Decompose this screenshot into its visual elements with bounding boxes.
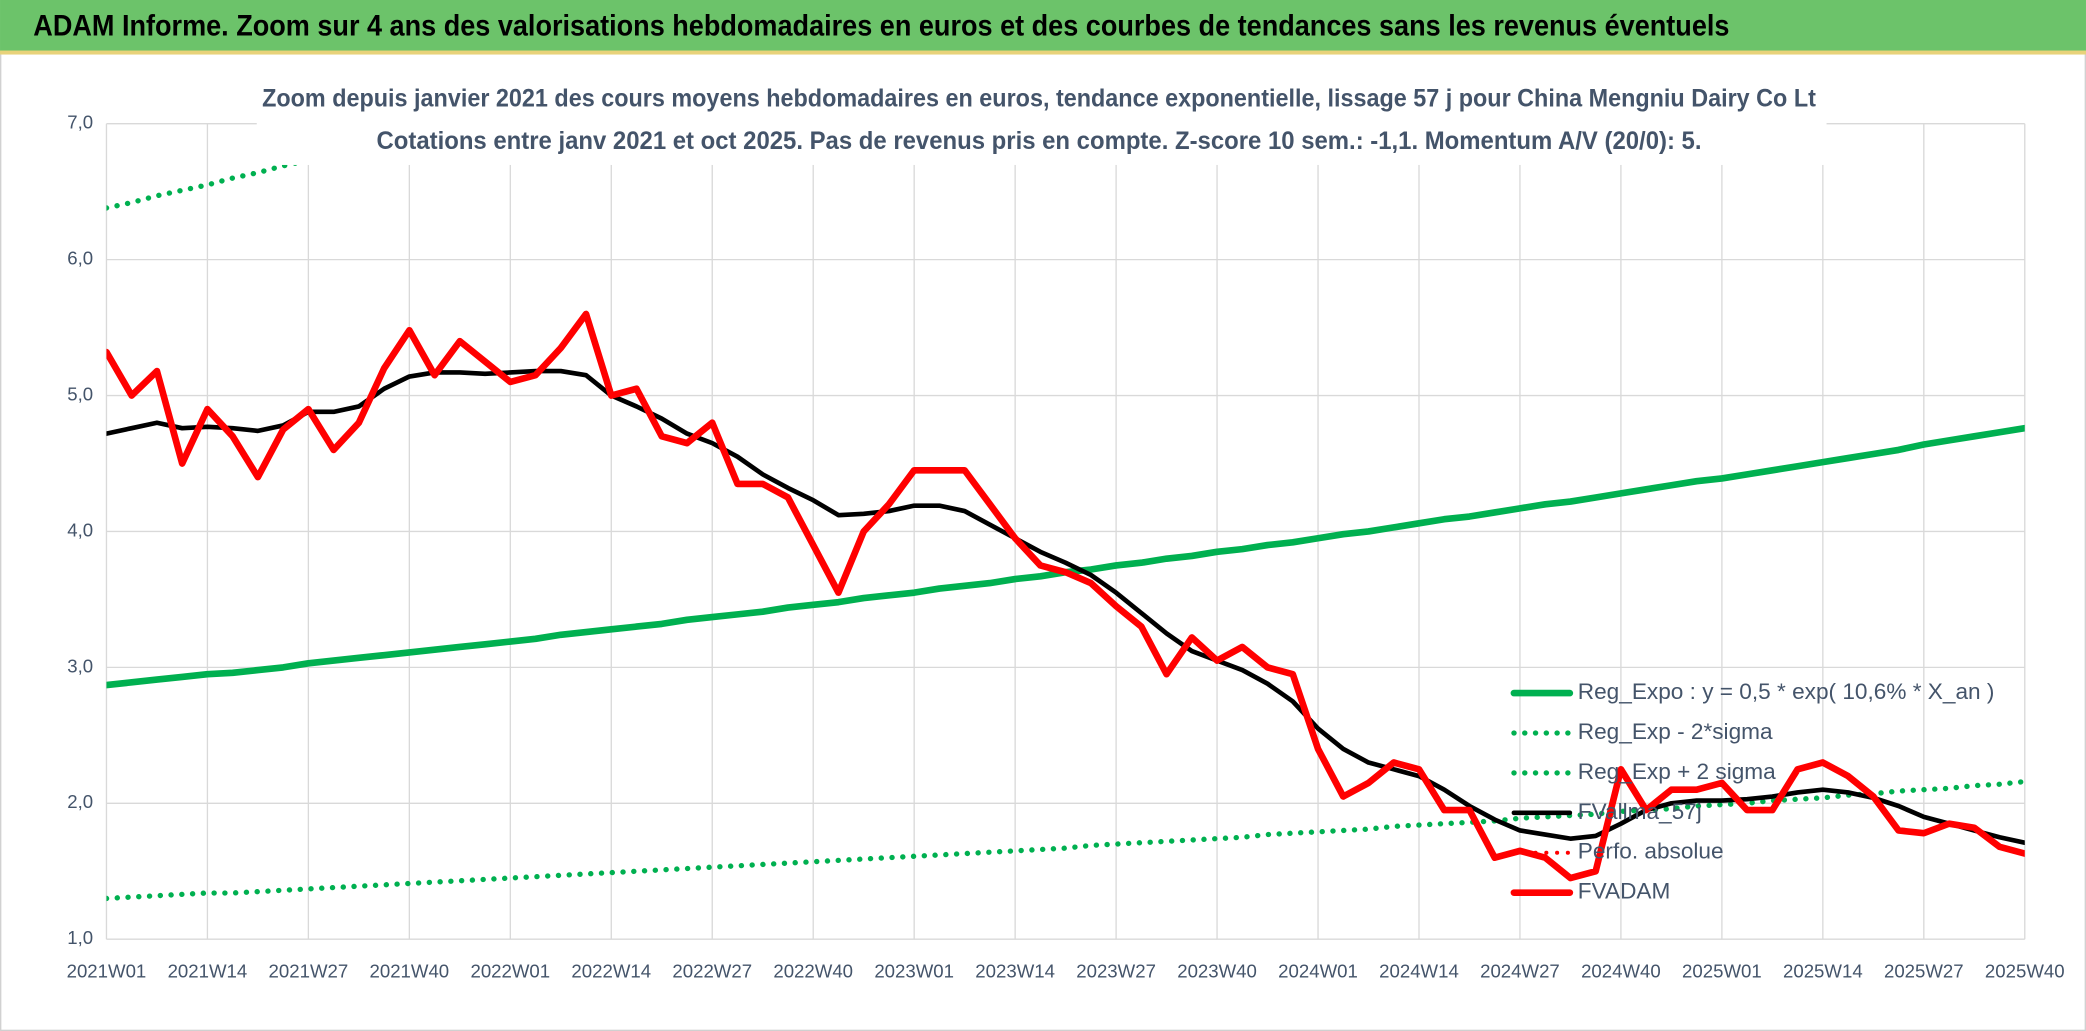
x-tick-label: 2022W27 [672, 960, 752, 981]
series-line [106, 368, 2025, 846]
legend-label: Reg_Exp - 2*sigma [1578, 719, 1773, 744]
subtitle-box [256, 77, 1827, 165]
x-tick-label: 2025W27 [1884, 960, 1964, 981]
x-tick-label: 2022W40 [773, 960, 853, 981]
y-tick-label: 2,0 [67, 791, 93, 812]
y-tick-label: 7,0 [67, 112, 93, 133]
x-tick-label: 2024W14 [1379, 960, 1459, 981]
x-tick-label: 2024W40 [1581, 960, 1661, 981]
x-tick-label: 2022W01 [470, 960, 550, 981]
subtitle: Zoom depuis janvier 2021 des cours moyen… [262, 84, 1816, 112]
x-tick-label: 2021W14 [168, 960, 248, 981]
legend-label: Perfo. absolue [1578, 839, 1724, 864]
y-tick-label: 5,0 [67, 383, 93, 404]
y-tick-label: 6,0 [67, 248, 93, 269]
x-tick-label: 2024W27 [1480, 960, 1560, 981]
legend-label: Reg_Expo : y = 0,5 * exp( 10,6% * X_an ) [1578, 679, 1995, 704]
x-tick-label: 2023W01 [874, 960, 954, 981]
y-tick-label: 3,0 [67, 655, 93, 676]
x-tick-label: 2025W14 [1783, 960, 1863, 981]
y-tick-label: 4,0 [67, 519, 93, 540]
subtitle: Cotations entre janv 2021 et oct 2025. P… [377, 127, 1702, 155]
legend-label: FVADAM [1578, 879, 1671, 904]
title-bar-edge [0, 50, 2086, 55]
x-tick-label: 2022W14 [571, 960, 651, 981]
y-tick-label: 1,0 [67, 927, 93, 948]
series-line [106, 778, 2025, 902]
x-tick-label: 2023W14 [975, 960, 1055, 981]
x-tick-label: 2021W01 [67, 960, 147, 981]
legend-label: Reg_Exp + 2 sigma [1578, 759, 1776, 784]
x-tick-label: 2023W40 [1177, 960, 1257, 981]
x-tick-label: 2024W01 [1278, 960, 1358, 981]
chart-title: ADAM Informe. Zoom sur 4 ans des valoris… [33, 11, 1729, 43]
legend-label: FVallma_57j [1578, 799, 1702, 824]
x-tick-label: 2025W01 [1682, 960, 1762, 981]
x-tick-label: 2021W27 [269, 960, 349, 981]
x-tick-label: 2025W40 [1985, 960, 2065, 981]
series-line [106, 310, 2025, 882]
title-bar [0, 0, 2086, 54]
x-tick-label: 2021W40 [370, 960, 450, 981]
x-tick-label: 2023W27 [1076, 960, 1156, 981]
